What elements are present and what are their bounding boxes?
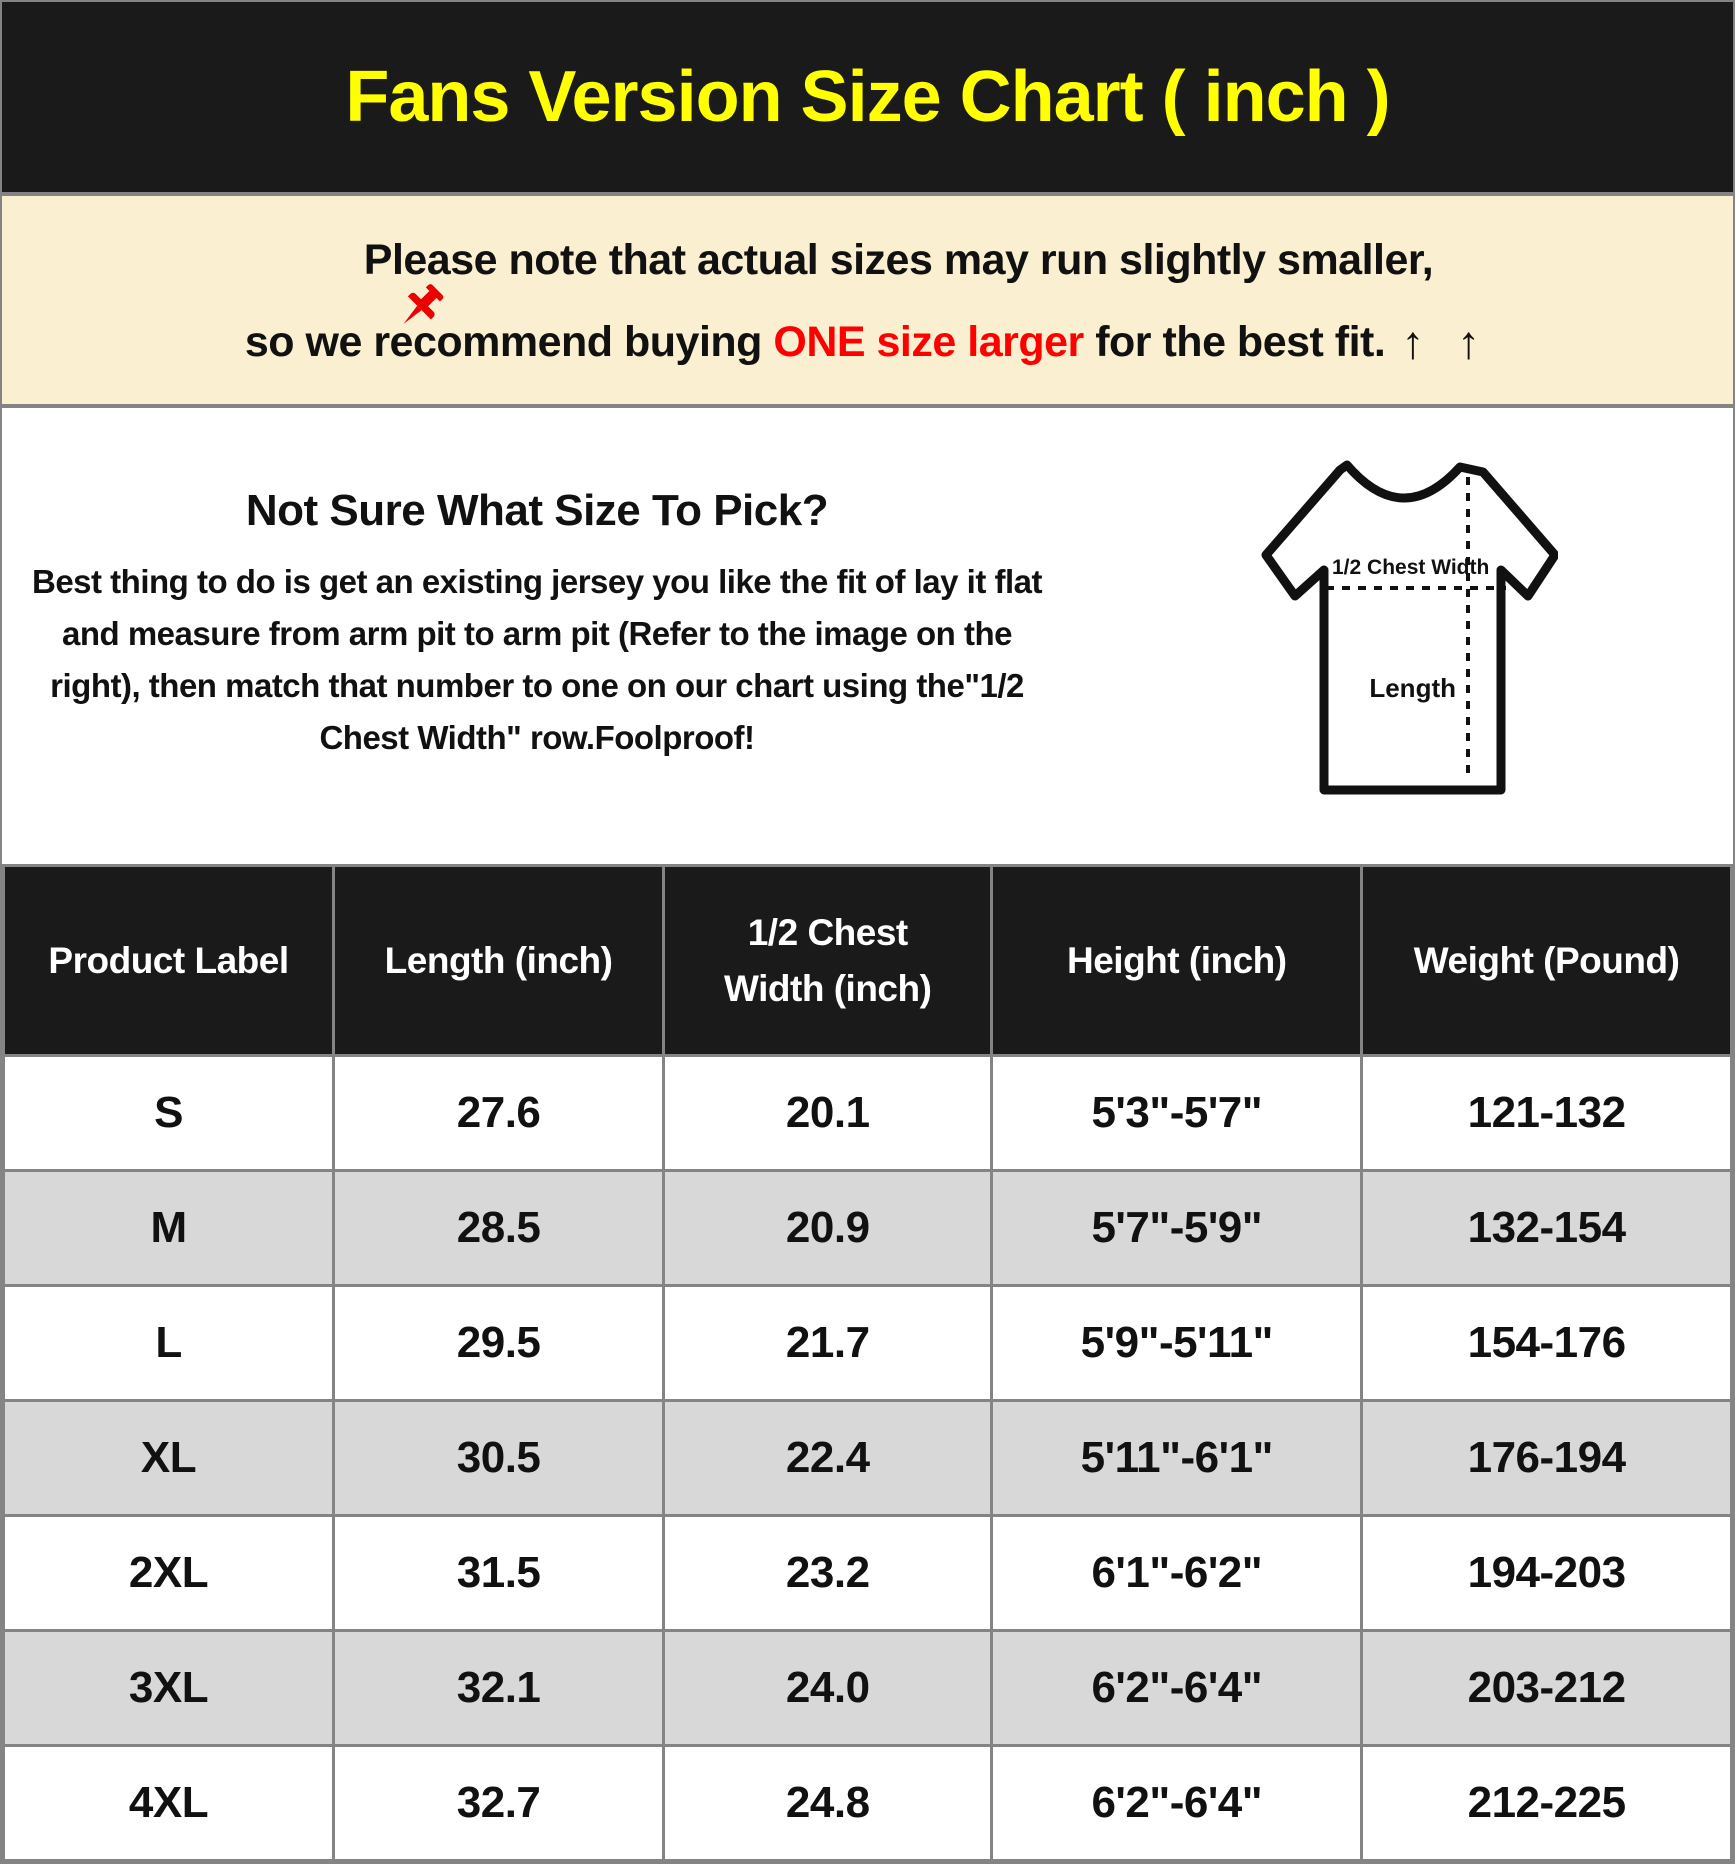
note-strip: Please note that actual sizes may run sl…: [2, 192, 1733, 408]
note-line-2: so we recommend buying ONE size larger f…: [245, 315, 1490, 369]
size-label-cell: S: [1, 1054, 336, 1172]
table-header-row: Product Label Length (inch) 1/2 Chest Wi…: [1, 864, 1733, 1057]
guide-heading: Not Sure What Size To Pick?: [245, 486, 829, 535]
guide-text-block: Not Sure What Size To Pick? Best thing t…: [2, 408, 1072, 864]
weight-cell: 212-225: [1360, 1744, 1733, 1862]
length-cell: 29.5: [332, 1284, 666, 1402]
column-header-weight: Weight (Pound): [1360, 864, 1733, 1057]
table-row: XL 30.5 22.4 5'11"-6'1" 176-194: [1, 1399, 1733, 1517]
weight-cell: 132-154: [1360, 1169, 1733, 1287]
chest-cell: 21.7: [662, 1284, 994, 1402]
size-label-cell: 4XL: [1, 1744, 336, 1862]
page-title: Fans Version Size Chart ( inch ): [345, 57, 1390, 137]
size-label-cell: M: [1, 1169, 336, 1287]
chest-cell: 23.2: [662, 1514, 994, 1632]
note-text-2-suffix: for the best fit.: [1083, 317, 1386, 366]
size-table: Product Label Length (inch) 1/2 Chest Wi…: [1, 864, 1733, 1862]
column-header-height: Height (inch): [990, 864, 1364, 1057]
height-cell: 6'2"-6'4": [990, 1744, 1364, 1862]
height-cell: 6'2"-6'4": [990, 1629, 1364, 1747]
note-text-2-prefix: so we recommend buying: [244, 317, 774, 366]
height-cell: 5'9"-5'11": [990, 1284, 1364, 1402]
chest-width-label: 1/2 Chest Width: [1332, 556, 1489, 579]
table-row: 2XL 31.5 23.2 6'1"-6'2" 194-203: [1, 1514, 1733, 1632]
length-cell: 27.6: [332, 1054, 666, 1172]
chest-cell: 20.9: [662, 1169, 994, 1287]
weight-cell: 121-132: [1360, 1054, 1733, 1172]
guide-body: Best thing to do is get an existing jers…: [31, 563, 1043, 757]
pushpin-icon: [302, 231, 444, 324]
column-header-length: Length (inch): [332, 864, 666, 1057]
chest-cell: 24.8: [662, 1744, 994, 1862]
weight-cell: 176-194: [1360, 1399, 1733, 1517]
chest-cell: 22.4: [662, 1399, 994, 1517]
size-label-cell: L: [1, 1284, 336, 1402]
up-arrows-icon: ↑ ↑: [1401, 316, 1491, 368]
note-line-1: Please note that actual sizes may run sl…: [302, 231, 1434, 324]
height-cell: 5'11"-6'1": [990, 1399, 1364, 1517]
height-cell: 5'3"-5'7": [990, 1054, 1364, 1172]
height-cell: 5'7"-5'9": [990, 1169, 1364, 1287]
weight-cell: 154-176: [1360, 1284, 1733, 1402]
length-cell: 32.7: [332, 1744, 666, 1862]
chest-cell: 20.1: [662, 1054, 994, 1172]
height-cell: 6'1"-6'2": [990, 1514, 1364, 1632]
note-text-1: Please note that actual sizes may run sl…: [363, 235, 1434, 284]
size-label-cell: XL: [1, 1399, 336, 1517]
length-cell: 30.5: [332, 1399, 666, 1517]
shirt-diagram-area: 1/2 Chest Width Length: [1072, 408, 1733, 864]
length-cell: 32.1: [332, 1629, 666, 1747]
banner: Fans Version Size Chart ( inch ): [2, 2, 1733, 192]
chest-cell: 24.0: [662, 1629, 994, 1747]
column-header-product-label: Product Label: [1, 864, 336, 1057]
length-label: Length: [1369, 673, 1456, 703]
table-row: M 28.5 20.9 5'7"-5'9" 132-154: [1, 1169, 1733, 1287]
size-label-cell: 2XL: [1, 1514, 336, 1632]
length-cell: 31.5: [332, 1514, 666, 1632]
table-row: 3XL 32.1 24.0 6'2"-6'4" 203-212: [1, 1629, 1733, 1747]
tshirt-diagram-icon: 1/2 Chest Width Length: [1261, 460, 1558, 795]
column-header-chest-width: 1/2 Chest Width (inch): [662, 864, 994, 1057]
guide-section: Not Sure What Size To Pick? Best thing t…: [2, 408, 1733, 864]
table-row: S 27.6 20.1 5'3"-5'7" 121-132: [1, 1054, 1733, 1172]
weight-cell: 203-212: [1360, 1629, 1733, 1747]
length-cell: 28.5: [332, 1169, 666, 1287]
weight-cell: 194-203: [1360, 1514, 1733, 1632]
table-row: L 29.5 21.7 5'9"-5'11" 154-176: [1, 1284, 1733, 1402]
note-highlight: ONE size larger: [773, 317, 1084, 366]
table-row: 4XL 32.7 24.8 6'2"-6'4" 212-225: [1, 1744, 1733, 1862]
size-label-cell: 3XL: [1, 1629, 336, 1747]
